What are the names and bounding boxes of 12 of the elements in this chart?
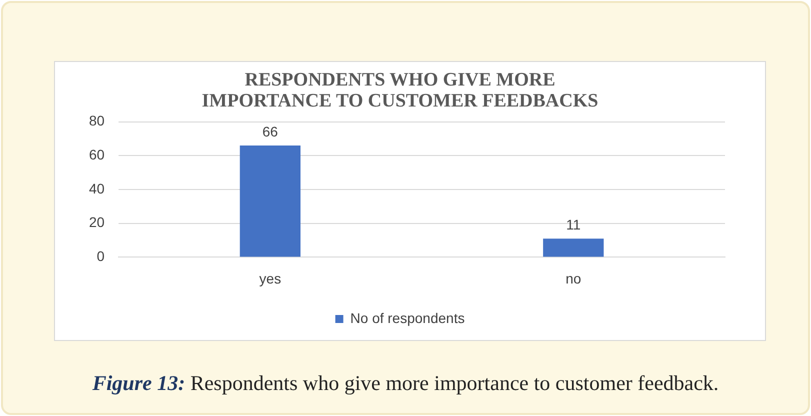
data-label: 66	[262, 123, 278, 140]
y-tick-label: 20	[88, 214, 105, 230]
chart-title: RESPONDENTS WHO GIVE MORE IMPORTANCE TO CUSTOMER FEEDBACKS	[202, 69, 598, 112]
y-tick-label: 80	[88, 112, 105, 129]
x-tick-label: no	[566, 270, 582, 286]
y-tick-label: 60	[88, 146, 105, 163]
y-tick-label: 40	[88, 180, 105, 196]
legend-label: No of respondents	[350, 310, 465, 326]
caption: Figure 13: Respondents who give more importance to customer feedback.	[91, 371, 720, 396]
x-tick-label: yes	[259, 270, 282, 286]
data-label: 11	[566, 216, 581, 232]
y-tick-label: 0	[96, 248, 105, 264]
